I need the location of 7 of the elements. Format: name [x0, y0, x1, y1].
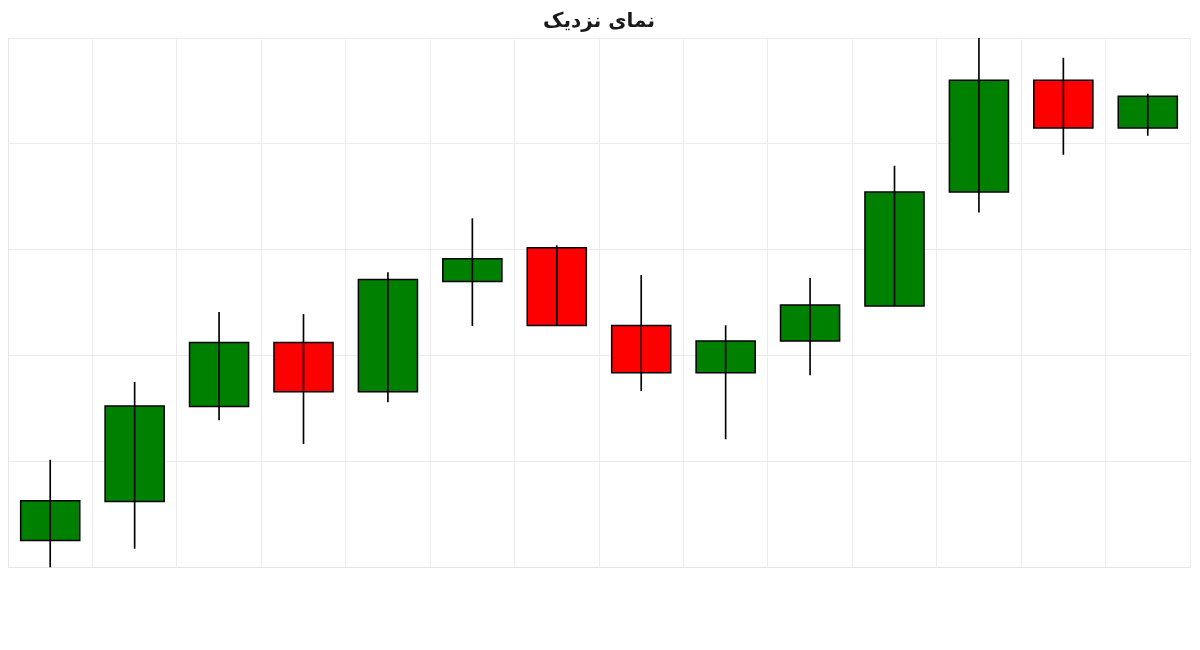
candlestick — [948, 38, 1010, 213]
candlestick — [526, 245, 588, 327]
candlestick — [188, 312, 250, 421]
chart-title: نمای نزدیک — [543, 8, 655, 33]
candlestick — [19, 459, 81, 568]
candlestick — [610, 274, 672, 392]
candlestick — [357, 272, 419, 403]
